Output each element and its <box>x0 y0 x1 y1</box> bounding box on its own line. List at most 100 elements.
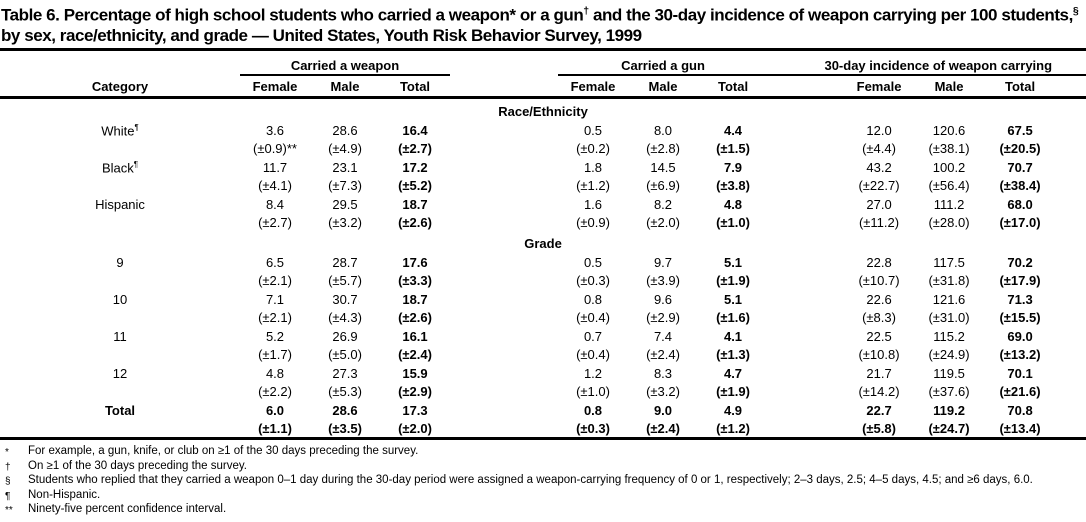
footnote-text: Non-Hispanic. <box>28 488 101 501</box>
ci-cell: (±7.3) <box>328 178 362 194</box>
value-cell: 70.1 <box>1007 366 1033 382</box>
column-filler <box>1056 176 1086 194</box>
ci-cell: (±20.5) <box>999 140 1041 156</box>
ci-cell: (±5.7) <box>328 273 362 289</box>
ci-cell: (±15.5) <box>999 310 1041 326</box>
ci-cell: (±0.9)** <box>253 140 297 156</box>
value-cell: 115.2 <box>933 329 965 345</box>
category-cell <box>0 271 240 289</box>
table-row: Total 6.0 28.6 17.3 0.8 9.0 4.9 22.7 119.2 70.8 <box>0 400 1086 419</box>
footnote-symbol: * <box>5 447 9 459</box>
value-cell: 15.9 <box>402 366 428 382</box>
column-gap <box>450 194 558 213</box>
column-filler <box>1056 419 1086 437</box>
column-gap <box>768 252 844 271</box>
ci-cell: (±2.1) <box>258 310 292 326</box>
column-gap <box>768 176 844 194</box>
table-row-ci: (±0.9)** (±4.9) (±2.7) (±0.2) (±2.8) (±1.5) (±… <box>0 139 1086 157</box>
ci-cell: (±8.3) <box>862 310 896 326</box>
value-cell: 28.7 <box>332 255 358 271</box>
ci-cell: (±2.4) <box>646 347 680 363</box>
ci-cell: (±6.9) <box>646 178 680 194</box>
ci-cell: (±3.8) <box>716 178 750 194</box>
value-cell: 8.3 <box>653 366 673 382</box>
ci-cell: (±56.4) <box>928 178 970 194</box>
value-cell: 17.2 <box>402 160 428 176</box>
ci-cell: (±3.5) <box>328 421 362 437</box>
value-cell: 18.7 <box>402 197 428 213</box>
value-cell: 11.7 <box>262 160 288 176</box>
column-gap <box>768 326 844 345</box>
category-cell <box>0 308 240 326</box>
column-gap <box>450 308 558 326</box>
ci-cell: (±0.3) <box>576 273 610 289</box>
footnotes: * For example, a gun, knife, or club on ≥… <box>0 440 1086 518</box>
value-cell: 67.5 <box>1007 122 1033 138</box>
value-cell: 119.5 <box>933 366 965 382</box>
ci-cell: (±2.0) <box>398 421 432 437</box>
value-cell: 22.6 <box>866 292 892 308</box>
category-cell: Black¶ <box>101 159 139 176</box>
ci-cell: (±31.0) <box>928 310 970 326</box>
ci-cell: (±2.9) <box>398 384 432 400</box>
value-cell: 69.0 <box>1007 329 1033 345</box>
footnote: § Students who replied that they carried … <box>0 474 1086 489</box>
ci-cell: (±1.6) <box>716 310 750 326</box>
table-row-ci: (±1.7) (±5.0) (±2.4) (±0.4) (±2.4) (±1.3) (±10… <box>0 345 1086 363</box>
ci-cell: (±11.2) <box>858 215 900 231</box>
ci-cell: (±0.4) <box>576 347 610 363</box>
value-cell: 111.2 <box>933 197 965 213</box>
column-header-total: Total <box>380 74 450 99</box>
value-cell: 18.7 <box>402 292 428 308</box>
ci-cell: (±0.2) <box>576 140 610 156</box>
ci-cell: (±4.3) <box>328 310 362 326</box>
column-gap <box>450 139 558 157</box>
ci-cell: (±3.2) <box>646 384 680 400</box>
ci-cell: (±1.2) <box>576 178 610 194</box>
column-gap <box>450 400 558 419</box>
value-cell: 28.6 <box>332 403 358 419</box>
column-gap <box>450 74 558 99</box>
value-cell: 7.9 <box>723 160 743 176</box>
value-cell: 22.5 <box>866 329 892 345</box>
category-cell <box>0 213 240 231</box>
page-title: Table 6. Percentage of high school stude… <box>1 5 1079 45</box>
section-row: Race/Ethnicity <box>0 97 1086 120</box>
ci-cell: (±37.6) <box>928 384 970 400</box>
value-cell: 0.7 <box>583 329 603 345</box>
category-cell <box>0 419 240 437</box>
ci-cell: (±2.4) <box>398 347 432 363</box>
ci-cell: (±5.2) <box>398 178 432 194</box>
column-gap <box>450 363 558 382</box>
table-row: Black¶ 11.7 23.1 17.2 1.8 14.5 7.9 43.2 100.2 70.… <box>0 157 1086 176</box>
value-cell: 5.1 <box>723 292 743 308</box>
column-filler <box>1056 120 1086 139</box>
category-cell <box>0 382 240 400</box>
ci-cell: (±1.9) <box>716 273 750 289</box>
ci-cell: (±2.0) <box>646 215 680 231</box>
ci-cell: (±2.9) <box>646 310 680 326</box>
ci-cell: (±2.8) <box>646 140 680 156</box>
footnote: ¶ Non-Hispanic. <box>0 489 1086 504</box>
column-gap <box>768 382 844 400</box>
table-row-ci: (±2.1) (±5.7) (±3.3) (±0.3) (±3.9) (±1.9) (±10… <box>0 271 1086 289</box>
value-cell: 43.2 <box>866 160 892 176</box>
ci-cell: (±4.9) <box>328 140 362 156</box>
value-cell: 0.8 <box>583 403 603 419</box>
ci-cell: (±1.1) <box>258 421 292 437</box>
ci-cell: (±17.9) <box>999 273 1041 289</box>
value-cell: 1.8 <box>583 160 603 176</box>
ci-cell: (±38.1) <box>928 140 970 156</box>
table-body: Race/Ethnicity White¶ 3.6 28.6 16.4 0.5 8.0 4.4… <box>0 97 1086 437</box>
footnote-text: On ≥1 of the 30 days preceding the surve… <box>28 459 247 472</box>
category-cell: 9 <box>116 255 124 271</box>
column-gap <box>450 176 558 194</box>
value-cell: 1.6 <box>583 197 603 213</box>
value-cell: 30.7 <box>332 292 358 308</box>
ci-cell: (±10.7) <box>858 273 900 289</box>
title-rule <box>0 47 1086 51</box>
table-row: 11 5.2 26.9 16.1 0.7 7.4 4.1 22.5 115.2 69.0 <box>0 326 1086 345</box>
value-cell: 22.7 <box>866 403 892 419</box>
category-cell: Hispanic <box>95 197 145 213</box>
